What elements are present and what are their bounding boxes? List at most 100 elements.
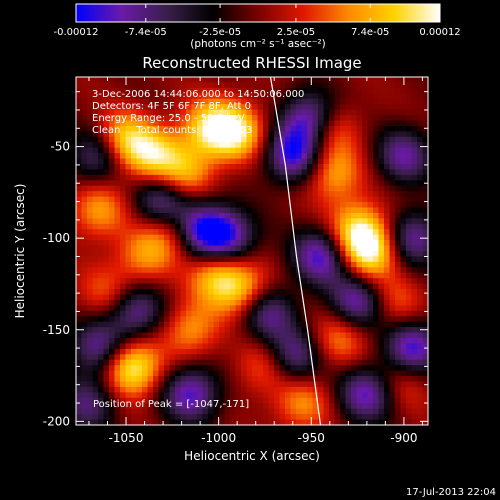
heatmap-cell (175, 267, 182, 274)
heatmap-cell (230, 180, 237, 187)
heatmap-cell (296, 212, 303, 219)
heatmap-cell (417, 376, 424, 383)
heatmap-cell (400, 174, 407, 181)
heatmap-cell (103, 343, 110, 350)
heatmap-cell (136, 386, 143, 393)
heatmap-cell (329, 87, 336, 94)
heatmap-cell (125, 397, 132, 404)
heatmap-cell (87, 202, 94, 209)
heatmap-cell (241, 82, 248, 89)
heatmap-cell (114, 158, 121, 165)
heatmap-cell (76, 294, 83, 301)
heatmap-cell (362, 299, 369, 306)
heatmap-cell (400, 305, 407, 312)
heatmap-cell (290, 408, 297, 415)
heatmap-cell (246, 386, 253, 393)
heatmap-cell (279, 381, 286, 388)
heatmap-cell (246, 278, 253, 285)
heatmap-cell (252, 136, 259, 143)
heatmap-cell (202, 397, 209, 404)
heatmap-cell (340, 256, 347, 263)
heatmap-cell (312, 305, 319, 312)
heatmap-cell (301, 365, 308, 372)
heatmap-cell (208, 321, 215, 328)
heatmap-cell (87, 77, 94, 84)
heatmap-cell (246, 283, 253, 290)
heatmap-cell (175, 343, 182, 350)
heatmap-cell (351, 87, 358, 94)
heatmap-cell (235, 408, 242, 415)
heatmap-cell (301, 321, 308, 328)
heatmap-cell (351, 174, 358, 181)
heatmap-cell (301, 87, 308, 94)
heatmap-cell (290, 164, 297, 171)
heatmap-cell (384, 267, 391, 274)
heatmap-cell (268, 332, 275, 339)
heatmap-cell (362, 392, 369, 399)
heatmap-cell (384, 365, 391, 372)
heatmap-cell (400, 158, 407, 165)
heatmap-cell (411, 202, 418, 209)
heatmap-cell (296, 376, 303, 383)
heatmap-cell (169, 251, 176, 258)
heatmap-cell (329, 359, 336, 366)
heatmap-cell (378, 316, 385, 323)
heatmap-cell (389, 381, 396, 388)
heatmap-cell (307, 381, 314, 388)
heatmap-cell (384, 120, 391, 127)
heatmap-cell (241, 223, 248, 230)
heatmap-cell (76, 125, 83, 132)
heatmap-cell (263, 283, 270, 290)
heatmap-cell (98, 93, 105, 100)
heatmap-cell (114, 104, 121, 111)
heatmap-cell (318, 381, 325, 388)
heatmap-cell (257, 359, 264, 366)
heatmap-cell (164, 240, 171, 247)
heatmap-cell (257, 174, 264, 181)
heatmap-cell (400, 261, 407, 268)
heatmap-cell (257, 212, 264, 219)
heatmap-cell (224, 218, 231, 225)
heatmap-cell (208, 223, 215, 230)
heatmap-cell (230, 316, 237, 323)
heatmap-cell (186, 354, 193, 361)
heatmap-cell (290, 77, 297, 84)
heatmap-cell (340, 234, 347, 241)
heatmap-cell (395, 261, 402, 268)
heatmap-cell (246, 408, 253, 415)
heatmap-cell (147, 98, 154, 105)
heatmap-cell (241, 316, 248, 323)
heatmap-cell (98, 147, 105, 154)
heatmap-cell (158, 77, 165, 84)
heatmap-cell (345, 289, 352, 296)
heatmap-cell (373, 77, 380, 84)
heatmap-cell (411, 392, 418, 399)
heatmap-cell (197, 261, 204, 268)
heatmap-cell (208, 381, 215, 388)
heatmap-cell (318, 174, 325, 181)
heatmap-cell (296, 245, 303, 252)
heatmap-cell (279, 310, 286, 317)
heatmap-cell (417, 77, 424, 84)
heatmap-cell (158, 283, 165, 290)
heatmap-cell (301, 82, 308, 89)
plot-frame (75, 76, 429, 426)
heatmap-cell (252, 115, 259, 122)
heatmap-cell (340, 289, 347, 296)
heatmap-cell (202, 202, 209, 209)
heatmap-cell (92, 196, 99, 203)
heatmap-cell (367, 310, 374, 317)
heatmap-cell (422, 147, 428, 154)
heatmap-cell (334, 251, 341, 258)
heatmap-cell (263, 251, 270, 258)
heatmap-cell (290, 234, 297, 241)
heatmap-cell (406, 397, 413, 404)
heatmap-cell (120, 370, 127, 377)
heatmap-cell (219, 272, 226, 279)
heatmap-cell (169, 147, 176, 154)
heatmap-cell (340, 348, 347, 355)
heatmap-cell (285, 365, 292, 372)
heatmap-cell (334, 174, 341, 181)
heatmap-cell (389, 180, 396, 187)
heatmap-cell (202, 212, 209, 219)
